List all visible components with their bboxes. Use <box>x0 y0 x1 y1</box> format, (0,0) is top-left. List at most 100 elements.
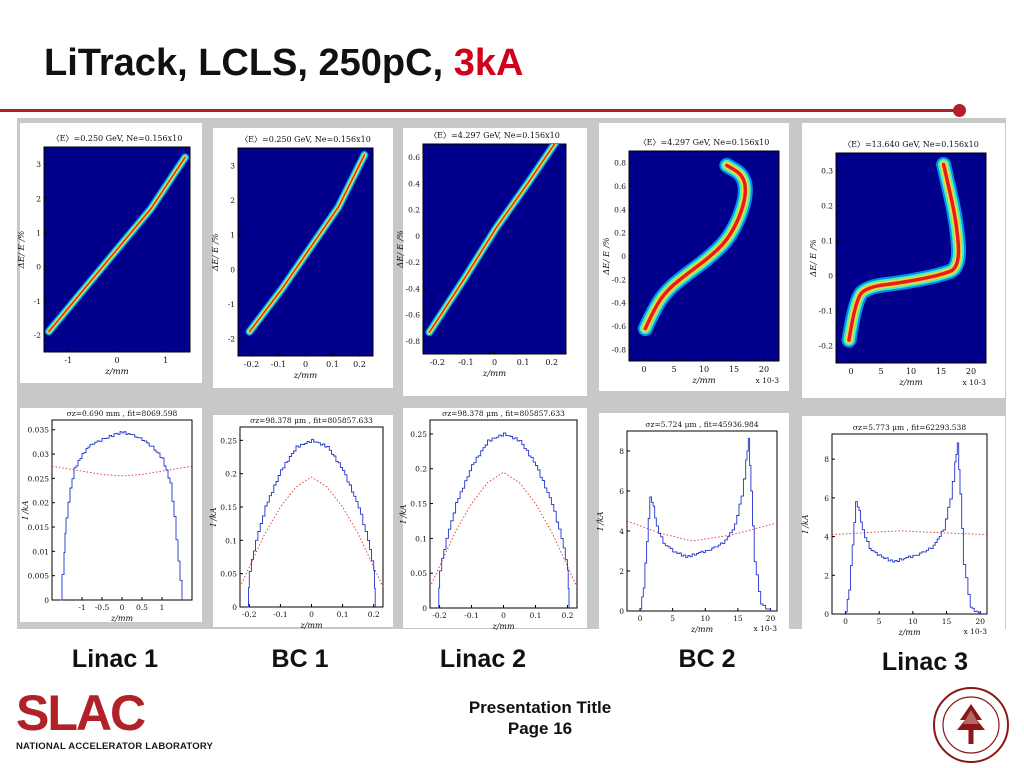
x-tick-label: 0 <box>120 603 125 612</box>
x-axis-label: z/mm <box>898 378 922 388</box>
y-tick-label: 0.2 <box>408 206 420 215</box>
chart-title: 〈E〉=0.250 GeV, Ne=0.156x10 <box>240 135 371 144</box>
x-axis-label: z/mm <box>482 369 506 379</box>
x-scale-note: x 10-3 <box>754 624 778 633</box>
y-tick-label: -0.6 <box>406 311 421 320</box>
x-tick-label: 15 <box>733 614 743 623</box>
y-tick-label: -0.2 <box>819 342 834 351</box>
y-tick-label: 2 <box>36 194 41 203</box>
x-tick-label: 15 <box>936 367 946 376</box>
phase-space-panel: 0 5 10 15 20 -0.2 -0.1 0 0.1 0.2 0.3 〈E〉=13.640 GeV… <box>802 123 1005 398</box>
phase-space-panel: -0.2 -0.1 0 0.1 0.2 -0.8 -0.6 -0.4 -0.2 0 0.2 0.4 0.… <box>396 128 587 396</box>
y-tick-label: -2 <box>228 335 236 344</box>
x-scale-note: x 10-3 <box>963 378 987 387</box>
page-number: Page 16 <box>507 719 573 738</box>
x-axis-label: z/mm <box>110 614 133 623</box>
stage-label-linac-2: Linac 2 <box>439 645 527 673</box>
x-tick-label: 0 <box>638 614 643 623</box>
x-tick-label: 0.1 <box>517 358 530 367</box>
x-tick-label: 0.1 <box>337 610 349 619</box>
density-layer <box>44 153 190 336</box>
plot-area <box>429 419 578 609</box>
stage-label-bc-1: BC 1 <box>271 645 329 673</box>
x-tick-label: -0.2 <box>432 611 447 620</box>
chart-title: σz=0.690 mm , fit=8069.598 <box>67 409 178 418</box>
x-tick-label: 5 <box>878 367 883 376</box>
y-axis-label: I /kA <box>399 504 408 524</box>
current-profile-plot: 0 5 10 15 20 0 2 4 6 8 σz=5.773 μm , fit=62293.538… <box>801 423 988 637</box>
plot-area <box>626 430 778 612</box>
phase-space-plot: -1 0 1 -2 -1 0 1 2 3 〈E〉=0.250 GeV, Ne=0.156x10 z/… <box>17 134 191 377</box>
y-tick-label: 0.25 <box>410 430 427 439</box>
current-profile-panel: 0 5 10 15 20 0 2 4 6 8 σz=5.773 μm , fit=62293.538… <box>801 416 1005 637</box>
x-tick-label: 1 <box>160 603 165 612</box>
x-tick-label: 20 <box>759 365 769 374</box>
y-axis-label: ΔE/ E /% <box>17 231 27 270</box>
chart-title: 〈E〉=13.640 GeV, Ne=0.156x10 <box>843 140 979 149</box>
chart-title: 〈E〉=4.297 GeV, Ne=0.156x10 <box>639 138 770 147</box>
chart-title: 〈E〉=4.297 GeV, Ne=0.156x10 <box>429 131 560 140</box>
y-tick-label: 0.1 <box>821 237 833 246</box>
y-tick-label: -1 <box>34 297 41 306</box>
y-tick-label: 0 <box>621 252 626 261</box>
y-tick-label: 0 <box>232 603 237 612</box>
y-tick-label: -0.2 <box>406 258 421 267</box>
y-tick-label: 0.15 <box>410 500 427 509</box>
x-tick-label: 1 <box>163 356 168 365</box>
x-tick-label: 0.1 <box>529 611 541 620</box>
plot-area <box>239 426 384 608</box>
x-tick-label: 5 <box>877 617 882 626</box>
y-tick-label: 0.2 <box>415 465 427 474</box>
phase-space-plot: -0.2 -0.1 0 0.1 0.2 -2 -1 0 1 2 3 〈E〉=0.250 GeV, Ne… <box>211 135 374 381</box>
y-tick-label: -0.4 <box>612 299 627 308</box>
x-tick-label: 0.2 <box>545 358 558 367</box>
y-tick-label: 0.2 <box>614 229 626 238</box>
y-tick-label: 0 <box>824 610 829 619</box>
x-tick-label: 0 <box>641 365 646 374</box>
x-tick-label: 0 <box>492 358 497 367</box>
stanford-seal-icon <box>933 687 1009 763</box>
density-band <box>847 162 961 342</box>
y-tick-label: 2 <box>230 196 235 205</box>
density-band <box>48 156 186 333</box>
chart-title: σz=5.724 μm , fit=45936.984 <box>645 420 758 429</box>
y-tick-label: 6 <box>619 487 624 496</box>
chart-title: 〈E〉=0.250 GeV, Ne=0.156x10 <box>52 134 183 143</box>
y-tick-label: 0.4 <box>614 205 626 214</box>
chart-title: σz=5.773 μm , fit=62293.538 <box>853 423 966 432</box>
density-layer <box>841 157 967 348</box>
y-tick-label: 0.015 <box>28 523 50 532</box>
plot-area <box>422 143 567 355</box>
fit-curve <box>626 520 778 542</box>
x-tick-label: 0.5 <box>136 603 148 612</box>
x-tick-label: 20 <box>975 617 985 626</box>
fit-curve <box>831 530 988 536</box>
x-scale-note: x 10-3 <box>756 376 780 385</box>
y-tick-label: 0.25 <box>220 436 237 445</box>
y-axis-label: ΔE/ E /% <box>211 233 221 272</box>
x-axis-label: z/mm <box>897 628 920 637</box>
current-histogram <box>845 442 981 615</box>
x-tick-label: 20 <box>766 614 776 623</box>
y-tick-label: 2 <box>824 571 829 580</box>
y-tick-label: 0.6 <box>408 153 420 162</box>
x-tick-label: 15 <box>942 617 952 626</box>
fit-curve <box>51 465 193 477</box>
y-tick-label: 3 <box>36 160 41 169</box>
x-axis-label: z/mm <box>293 371 317 381</box>
x-tick-label: -1 <box>64 356 72 365</box>
y-tick-label: 0.01 <box>32 547 49 556</box>
plot-area <box>831 433 988 615</box>
x-tick-label: -0.1 <box>458 358 473 367</box>
current-profile-plot: 0 5 10 15 20 0 2 4 6 8 σz=5.724 μm , fit=45936.984… <box>596 420 778 634</box>
current-profile-panel: -0.2 -0.1 0 0.1 0.2 0 0.05 0.1 0.15 0.2 0.25 σz=98.… <box>399 408 587 631</box>
current-profile-panel: -1 -0.5 0 0.5 1 0 0.005 0.01 0.015 0.02 0.025 0.03 0… <box>20 408 202 623</box>
stage-label-bc-2: BC 2 <box>678 645 736 673</box>
current-histogram <box>640 437 771 611</box>
current-profile-plot: -0.2 -0.1 0 0.1 0.2 0 0.05 0.1 0.15 0.2 0.25 σz=98.… <box>209 416 384 630</box>
y-tick-label: 3 <box>230 161 235 170</box>
phase-space-panel: -0.2 -0.1 0 0.1 0.2 -2 -1 0 1 2 3 〈E〉=0.250 GeV, Ne… <box>211 128 393 388</box>
title-main-text: LiTrack, LCLS, 250pC, <box>44 42 454 84</box>
y-tick-label: 0 <box>422 604 427 613</box>
y-axis-label: I /kA <box>21 500 30 520</box>
